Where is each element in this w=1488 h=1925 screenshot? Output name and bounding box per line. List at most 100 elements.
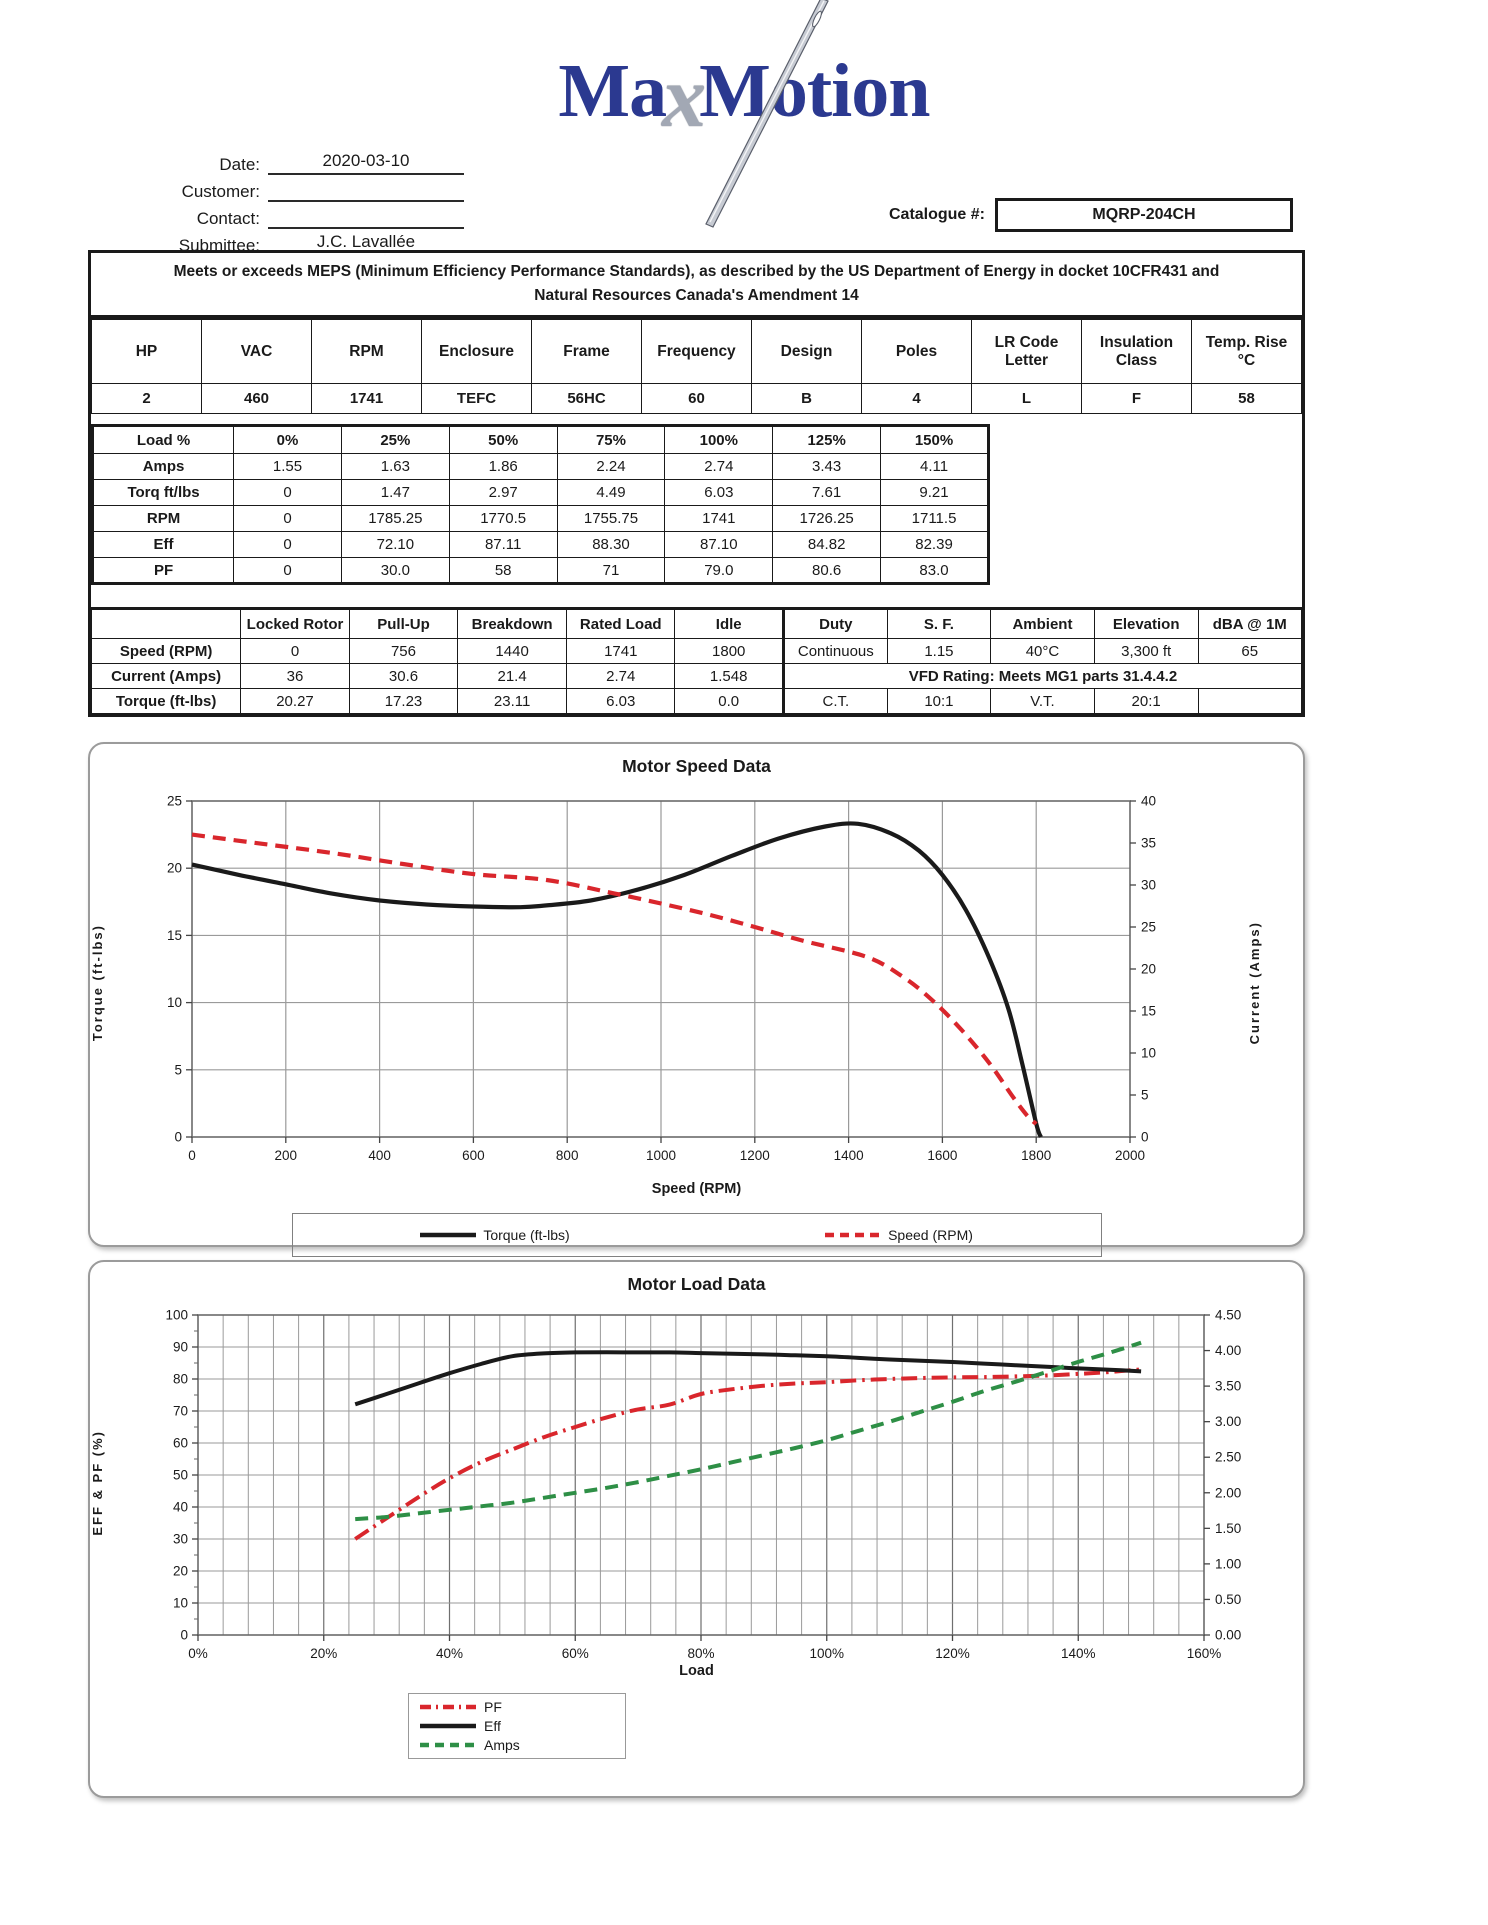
svg-text:140%: 140% [1061,1646,1096,1661]
load-header-cell: 0% [233,425,342,455]
load-header-cell: Torq ft/lbs [91,479,235,507]
svg-text:0: 0 [1141,1130,1149,1145]
load-value-cell: 1741 [664,505,774,533]
svg-text:20: 20 [173,1564,188,1579]
load-header-cell: 100% [664,425,774,455]
perf-value-cell: 6.03 [566,688,676,715]
spec-value-cell: 4 [861,383,972,415]
perf-value-cell: 1741 [566,638,676,665]
table-row: RPM 0 1785.25 1770.5 1755.75 1741 1726.25 1711.… [91,505,989,533]
svg-text:3.50: 3.50 [1215,1379,1241,1394]
load-value-cell: 87.11 [448,531,558,559]
svg-text:1400: 1400 [834,1148,864,1163]
load-value-cell: 88.30 [556,531,666,559]
spec-value-cell: 460 [201,383,312,415]
svg-text:0: 0 [174,1130,182,1145]
perf-value-cell: 1440 [457,638,568,665]
legend-label: Speed (RPM) [888,1227,973,1243]
meps-statement: Meets or exceeds MEPS (Minimum Efficienc… [91,253,1302,320]
svg-text:5: 5 [174,1062,182,1077]
spec-header-cell: VAC [201,319,312,385]
load-value-cell: 4.11 [880,453,989,481]
date-field: 2020-03-10 [268,151,464,175]
svg-text:40%: 40% [436,1646,463,1661]
perf-header-cell: S. F. [886,608,992,640]
svg-text:0%: 0% [188,1646,208,1661]
svg-text:3.00: 3.00 [1215,1414,1241,1429]
svg-text:1.50: 1.50 [1215,1521,1241,1536]
perf-header-cell: Ambient [990,608,1095,640]
axis-tick-labels: 0 10 20 30 40 50 60 70 80 90 100 0.00 0.50 1.00 1.50 2.… [165,1308,1241,1662]
chart2-title: Motor Load Data [627,1274,766,1294]
date-label: Date: [219,155,260,174]
table-row: Eff 0 72.10 87.11 88.30 87.10 84.82 82.39 [91,531,989,559]
load-value-cell: 3.43 [772,453,882,481]
svg-text:50: 50 [173,1468,188,1483]
series-Speed (RPM) [191,832,1038,1126]
spec-header-cell: RPM [311,319,422,385]
perf-value-cell: 1800 [674,638,784,665]
perf-value-cell: 10:1 [886,688,992,715]
perf-header-cell [90,608,242,640]
spec-value-cell: 60 [641,383,752,415]
load-value-cell: 1.86 [448,453,558,481]
perf-value-cell: 20:1 [1093,688,1199,715]
svg-text:1.00: 1.00 [1215,1556,1241,1571]
svg-text:1800: 1800 [1021,1148,1051,1163]
svg-text:20: 20 [167,861,182,876]
svg-text:5: 5 [1141,1088,1149,1103]
table-row: Load % 0% 25% 50% 75% 100% 125% 150% [91,425,989,455]
table-row: Speed (RPM) 0 756 1440 1741 1800 Continuous 1.1… [90,638,1303,665]
spec-header-cell: Insulation Class [1081,319,1192,385]
svg-text:160%: 160% [1187,1646,1222,1661]
table-row: PF 0 30.0 58 71 79.0 80.6 83.0 [91,557,989,585]
svg-text:2.50: 2.50 [1215,1450,1241,1465]
svg-text:80: 80 [173,1372,188,1387]
svg-text:4.50: 4.50 [1215,1308,1241,1323]
chart1-row: Torque (ft-lbs) 0 5 10 15 20 25 0 5 10 15 20 25 30 35… [90,787,1303,1179]
load-value-cell: 83.0 [880,557,989,585]
legend-item-Amps: Amps [419,1737,615,1753]
perf-header-cell: Rated Load [566,608,676,640]
legend-line-sample [420,1723,476,1729]
spec-value-cell: F [1081,383,1192,415]
catalogue-row: Catalogue #: MQRP-204CH [860,198,1293,232]
svg-text:100%: 100% [809,1646,844,1661]
svg-text:800: 800 [556,1148,579,1163]
chart1-title: Motor Speed Data [622,756,771,776]
svg-text:20%: 20% [310,1646,337,1661]
perf-header-cell: dBA @ 1M [1197,608,1303,640]
series-Amps [355,1340,1142,1522]
perf-value-cell: V.T. [990,688,1095,715]
spec-header-cell: Poles [861,319,972,385]
date-row: Date: 2020-03-10 [150,148,464,175]
load-header-cell: PF [91,557,235,585]
spec-header-cell: Frequency [641,319,752,385]
svg-text:400: 400 [368,1148,391,1163]
svg-text:4.00: 4.00 [1215,1343,1241,1358]
svg-text:2.00: 2.00 [1215,1485,1241,1500]
load-header-cell: 150% [880,425,989,455]
load-value-cell: 2.24 [556,453,666,481]
perf-header-cell: Locked Rotor [240,608,350,640]
load-value-cell: 1.63 [340,453,450,481]
spec-header-cell: Enclosure [421,319,532,385]
legend-line-sample [420,1742,476,1748]
svg-text:0: 0 [188,1148,196,1163]
svg-text:10: 10 [167,995,182,1010]
load-value-cell: 84.82 [772,531,882,559]
load-value-cell: 80.6 [772,557,882,585]
chart1-legend: Torque (ft-lbs) Speed (RPM) [291,1213,1102,1257]
perf-value-cell: 3,300 ft [1093,638,1199,665]
svg-text:1000: 1000 [646,1148,676,1163]
load-value-cell: 2.74 [664,453,774,481]
series-Eff [354,1350,1142,1407]
svg-text:20: 20 [1141,962,1156,977]
load-value-cell: 1770.5 [448,505,558,533]
customer-row: Customer: [150,175,464,202]
svg-text:40: 40 [173,1500,188,1515]
svg-text:100: 100 [165,1308,188,1323]
perf-value-cell: C.T. [781,688,888,715]
load-value-cell: 2.97 [448,479,558,507]
